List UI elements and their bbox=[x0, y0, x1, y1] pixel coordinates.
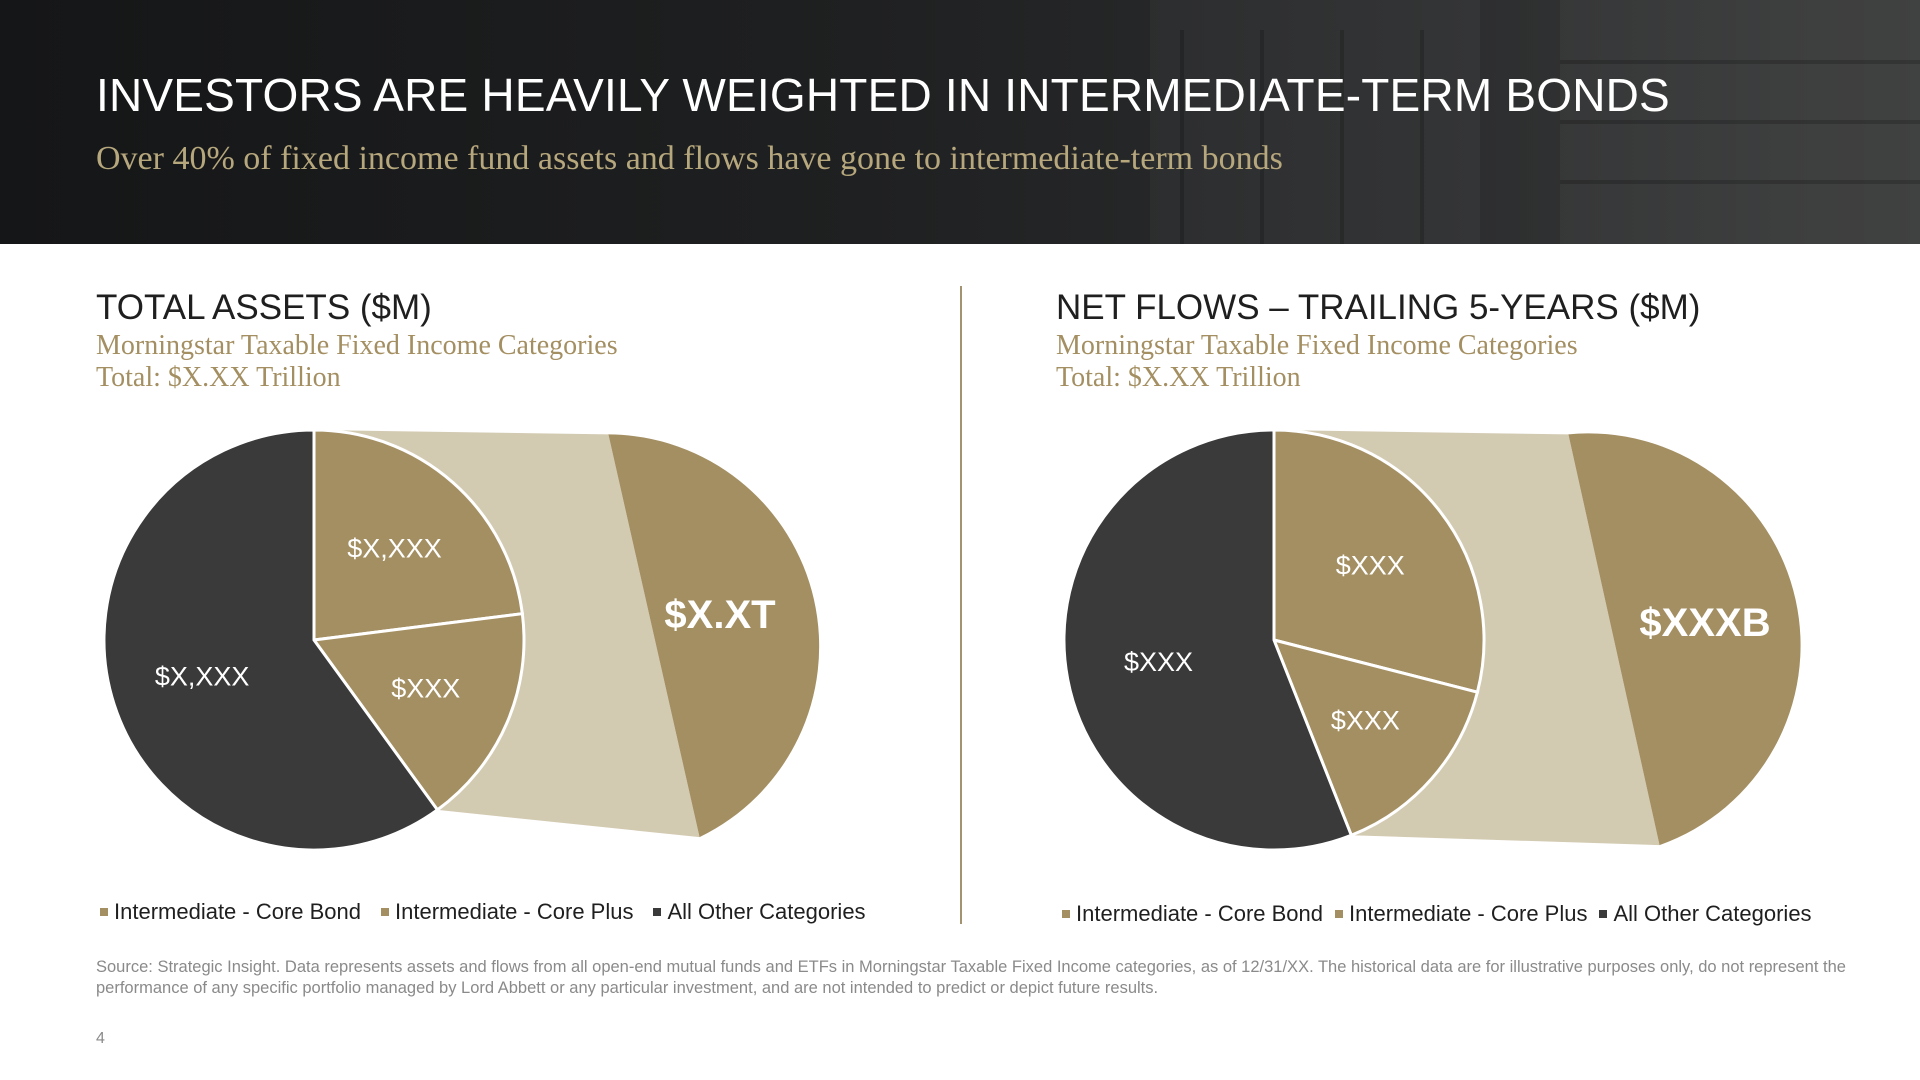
pie-slice-other bbox=[1062, 428, 1354, 852]
chart-subtitle-total-assets-line2: Total: $X.XX Trillion bbox=[96, 362, 341, 393]
pie-slice-core-bond bbox=[1272, 428, 1486, 695]
page-number: 4 bbox=[96, 1030, 105, 1047]
legend-item-other: All Other Categories bbox=[1599, 901, 1812, 927]
legend-net-flows: Intermediate - Core Bond Intermediate - … bbox=[1062, 901, 1812, 927]
legend-item-other: All Other Categories bbox=[653, 899, 866, 925]
total-assets-pie-chart: $X,XXX $XXX $X,XXX $X.XT bbox=[102, 428, 820, 852]
legend-swatch-core-plus bbox=[381, 908, 390, 916]
legend-swatch-core-bond bbox=[100, 908, 108, 916]
chart-subtitle-net-flows-line2: Total: $X.XX Trillion bbox=[1056, 362, 1301, 393]
chart-title-total-assets: TOTAL ASSETS ($M) bbox=[96, 288, 432, 327]
data-label-other: $X,XXX bbox=[155, 661, 250, 691]
pie-slice-core-plus bbox=[1271, 637, 1480, 838]
chart-subtitle-net-flows-line1: Morningstar Taxable Fixed Income Categor… bbox=[1056, 330, 1578, 361]
data-label-core-bond: $XXX bbox=[1336, 550, 1405, 580]
pie-slice-other bbox=[102, 428, 440, 852]
legend-item-core-plus: Intermediate - Core Plus bbox=[1335, 901, 1587, 927]
pie-slice-core-bond bbox=[312, 428, 525, 642]
source-note: Source: Strategic Insight. Data represen… bbox=[96, 958, 1846, 997]
page-title: INVESTORS ARE HEAVILY WEIGHTED IN INTERM… bbox=[96, 69, 1670, 121]
secondary-pie-segment bbox=[608, 434, 820, 838]
legend-item-core-bond: Intermediate - Core Bond bbox=[1062, 901, 1323, 927]
header-banner: INVESTORS ARE HEAVILY WEIGHTED IN INTERM… bbox=[0, 0, 1920, 244]
secondary-pie-segment bbox=[1568, 433, 1801, 846]
pie-slice-core-plus bbox=[311, 612, 526, 812]
chart-divider bbox=[960, 286, 962, 924]
legend-item-core-bond: Intermediate - Core Bond bbox=[100, 899, 361, 925]
data-label-secondary-total: $X.XT bbox=[664, 593, 775, 637]
chart-subtitle-total-assets-line1: Morningstar Taxable Fixed Income Categor… bbox=[96, 330, 618, 361]
data-label-other: $XXX bbox=[1124, 647, 1193, 677]
legend-swatch-core-bond bbox=[1062, 910, 1070, 918]
legend-swatch-other bbox=[1599, 910, 1608, 918]
data-label-core-plus: $XXX bbox=[391, 673, 460, 703]
chart-title-net-flows: NET FLOWS – TRAILING 5-YEARS ($M) bbox=[1056, 288, 1701, 327]
legend-item-core-plus: Intermediate - Core Plus bbox=[381, 899, 633, 925]
data-label-core-plus: $XXX bbox=[1331, 706, 1400, 736]
data-label-secondary-total: $XXXB bbox=[1639, 601, 1770, 645]
data-label-core-bond: $X,XXX bbox=[347, 534, 442, 564]
page-subtitle: Over 40% of fixed income fund assets and… bbox=[96, 140, 1283, 177]
net-flows-pie-chart: $XXX $XXX $XXX $XXXB bbox=[1062, 428, 1801, 852]
legend-swatch-core-plus bbox=[1335, 910, 1344, 918]
legend-swatch-other bbox=[653, 908, 662, 916]
legend-total-assets: Intermediate - Core Bond Intermediate - … bbox=[100, 899, 866, 925]
